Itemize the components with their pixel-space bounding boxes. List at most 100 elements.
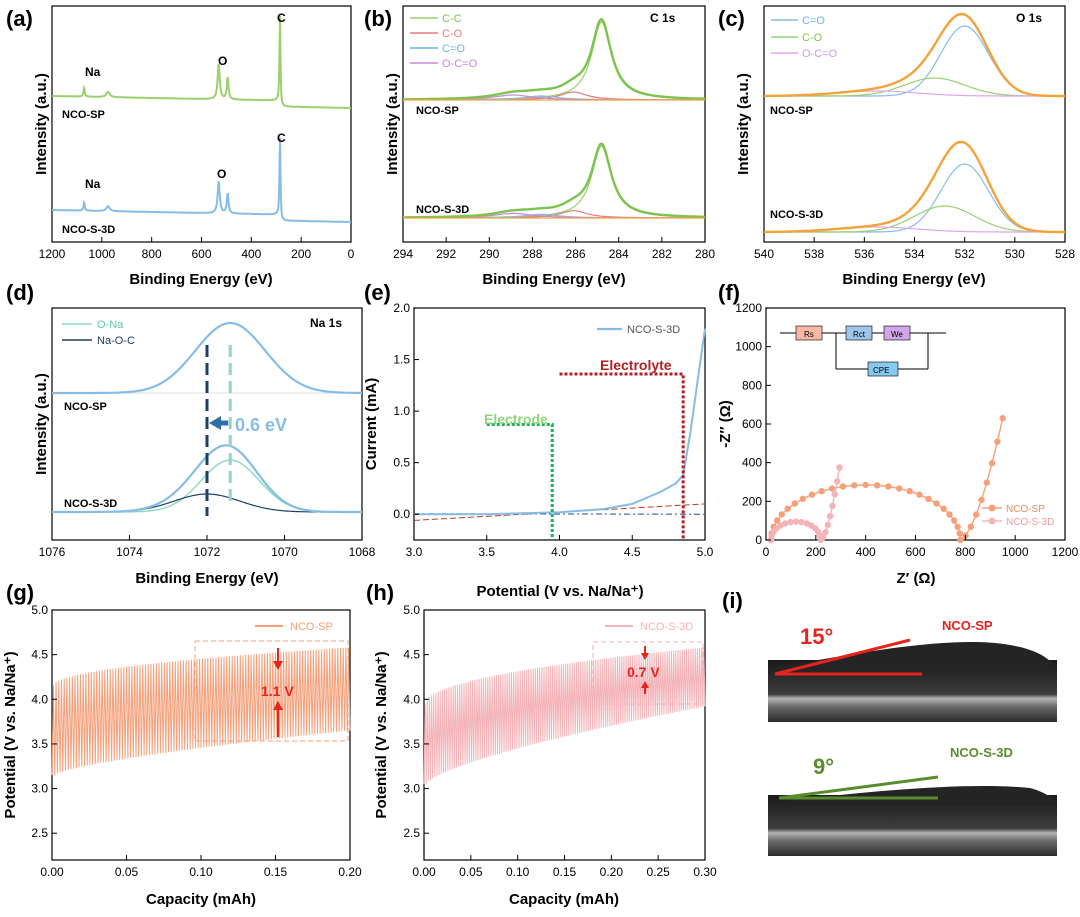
f-sp-point bbox=[873, 482, 881, 489]
panel-i: (i) 15° NCO-SP 9° NCO-S-3D bbox=[722, 588, 1057, 856]
panel-e-frame bbox=[413, 307, 706, 541]
panel-f-ticks: 0 200 400 600 800 1000 1200 0 200 400 600 800 1000 12… bbox=[735, 301, 1078, 559]
panel-a-peak-na-bottom: Na bbox=[85, 177, 101, 191]
ph-plot-trace bbox=[423, 647, 706, 785]
legend-e: NCO-S-3D bbox=[627, 324, 680, 336]
pa-x-label: 600 bbox=[191, 247, 211, 261]
pa-x-label: 400 bbox=[241, 247, 261, 261]
ph-ticks-y-label: 3.5 bbox=[403, 737, 420, 751]
panel-h-letter: (h) bbox=[366, 580, 394, 605]
panel-h-ticks: 0.00 0.05 0.10 0.15 0.20 0.25 0.30 2.5 3.0 3.5 4.0… bbox=[403, 603, 717, 879]
pe-x-label: 4.5 bbox=[624, 545, 641, 559]
f-sp-point bbox=[916, 491, 923, 498]
ph-ticks-x-label: 0.05 bbox=[459, 865, 483, 879]
panel-b-xlabel: Binding Energy (eV) bbox=[482, 271, 625, 288]
circuit-we bbox=[883, 325, 911, 341]
circuit-cpe-label: CPE bbox=[873, 366, 889, 375]
pb-x-label: 284 bbox=[609, 247, 629, 261]
legend-c-c-o: C-O bbox=[802, 32, 823, 44]
ph-ticks-x-label: 0.20 bbox=[600, 865, 624, 879]
panel-d: (d) Na 1s O-Na Na-O-C NCO-SP NCO-S-3D 0.… bbox=[6, 280, 376, 587]
f-s3d-point bbox=[824, 521, 831, 529]
panel-c-letter: (c) bbox=[718, 6, 745, 31]
pe-x-label: 3.0 bbox=[406, 545, 423, 559]
pd-x-label: 1072 bbox=[194, 545, 221, 559]
f-s3d-point bbox=[798, 518, 805, 526]
panel-b-curves bbox=[403, 17, 705, 219]
ph-ticks-x-label: 0.30 bbox=[693, 865, 717, 879]
ph-ticks-x-label: 0.25 bbox=[646, 865, 670, 879]
f-sp-point bbox=[957, 536, 964, 544]
panel-b-sample-top: NCO-SP bbox=[416, 105, 459, 117]
panel-a-frame bbox=[51, 5, 352, 243]
pg-ticks-y-label: 4.5 bbox=[31, 648, 48, 662]
circuit-rct bbox=[845, 325, 873, 341]
pc-x-label: 528 bbox=[1055, 247, 1075, 261]
f-sp-point bbox=[808, 491, 816, 498]
legend-f-sp: NCO-SP bbox=[1006, 504, 1045, 515]
f-s3d-point bbox=[822, 528, 829, 536]
panel-d-xlabel: Binding Energy (eV) bbox=[135, 570, 278, 587]
legend-oco: O-C=O bbox=[442, 58, 478, 70]
legend-marker-f2 bbox=[988, 517, 996, 525]
panel-f-plot bbox=[767, 415, 1006, 544]
legend-c-oco: O-C=O bbox=[802, 48, 838, 60]
panel-a-peak-na-top: Na bbox=[85, 65, 101, 79]
circuit-cpe bbox=[867, 361, 899, 377]
panel-h-arrowhead-top bbox=[641, 653, 649, 660]
panel-h-legend: NCO-S-3D bbox=[605, 621, 693, 633]
panel-d-shift-label: 0.6 eV bbox=[235, 415, 287, 435]
pc-x-label: 534 bbox=[904, 247, 924, 261]
panel-h-highlight bbox=[592, 641, 704, 705]
c-co-component bbox=[764, 163, 1065, 233]
pg-ticks-y-label: 3.0 bbox=[31, 782, 48, 796]
panel-b-frame bbox=[402, 5, 706, 243]
f-sp-point bbox=[956, 530, 963, 537]
panel-a-spectrum-bottom bbox=[52, 137, 351, 223]
panel-c-xticks: 540 538 536 534 532 530 528 bbox=[754, 237, 1075, 261]
panel-i-droplet-top bbox=[775, 641, 1057, 668]
panel-g-highlight bbox=[194, 640, 349, 742]
legend-co: C-O bbox=[442, 28, 463, 40]
panel-c-xlabel: Binding Energy (eV) bbox=[842, 271, 985, 288]
f-sp-point bbox=[999, 415, 1006, 422]
pf-x-label: 400 bbox=[856, 545, 876, 559]
ph-ticks-y-label: 4.0 bbox=[403, 692, 420, 706]
pc-x-label: 538 bbox=[804, 247, 824, 261]
pb-x-label: 288 bbox=[522, 247, 542, 261]
panel-e-ticks: 3.0 3.5 4.0 4.5 5.0 0.0 0.5 1.0 1.5 2.0 bbox=[393, 301, 713, 559]
pa-x-label: 1000 bbox=[88, 247, 115, 261]
f-s3d-point bbox=[834, 478, 841, 485]
panel-e-legend: NCO-S-3D bbox=[597, 324, 680, 336]
f-sp-point bbox=[933, 500, 940, 507]
panel-i-substrate-top bbox=[768, 660, 1057, 722]
panel-g-plot bbox=[51, 647, 351, 776]
pg-ticks-y-label: 4.0 bbox=[31, 692, 48, 706]
f-s3d-point bbox=[831, 491, 838, 498]
f-sp-point bbox=[973, 511, 980, 518]
panel-c-legend: C=O C-O O-C=O bbox=[771, 15, 838, 60]
f-sp-point bbox=[951, 517, 958, 524]
panel-i-angle-top: 15° bbox=[800, 624, 833, 649]
panel-a-spectrum-top bbox=[52, 15, 351, 109]
f-s3d-point bbox=[829, 502, 836, 509]
pg-ticks-x-label: 0.05 bbox=[115, 865, 139, 879]
panel-d-legend: O-Na Na-O-C bbox=[62, 319, 135, 347]
pg-ticks-y-label: 3.5 bbox=[31, 737, 48, 751]
panel-b-sample-bottom: NCO-S-3D bbox=[416, 204, 469, 216]
panel-d-letter: (d) bbox=[6, 280, 34, 305]
pe-x-label: 4.0 bbox=[551, 545, 568, 559]
legend-c-double-o: C=O bbox=[442, 43, 465, 55]
f-sp-point bbox=[925, 495, 932, 502]
pb-x-label: 292 bbox=[436, 247, 456, 261]
panel-e-electrolyte: Electrolyte bbox=[600, 357, 672, 373]
f-sp-point bbox=[773, 517, 781, 524]
f-s3d-point bbox=[820, 534, 827, 541]
f-s3d-point bbox=[836, 464, 843, 471]
panel-d-title: Na 1s bbox=[310, 316, 342, 330]
panel-c-curves bbox=[764, 12, 1065, 234]
circuit-rs bbox=[795, 325, 823, 341]
pf-y-label: 800 bbox=[742, 378, 762, 392]
pg-ticks-x-label: 0.20 bbox=[338, 865, 362, 879]
